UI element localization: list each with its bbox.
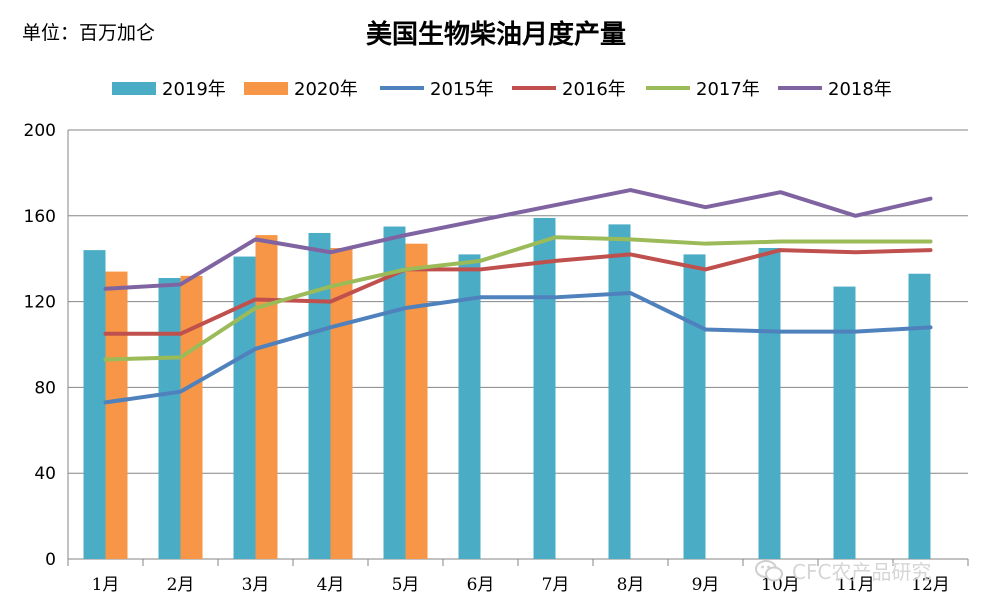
bar — [908, 273, 931, 559]
x-tick-label: 1月 — [92, 575, 120, 595]
unit-label: 单位：百万加仑 — [22, 22, 156, 44]
series-line — [103, 235, 933, 362]
y-tick-label: 160 — [24, 207, 56, 227]
bar — [180, 275, 203, 559]
bar — [83, 250, 106, 559]
legend-label: 2017年 — [696, 79, 760, 100]
y-tick-label: 120 — [24, 293, 56, 313]
bar — [158, 278, 181, 559]
legend-label: 2019年 — [162, 79, 226, 100]
bars — [83, 217, 931, 560]
bar — [533, 217, 556, 559]
x-tick-label: 8月 — [617, 575, 645, 595]
legend: 2019年 2020年 2015年 2016年 2017年 2018年 — [112, 79, 892, 100]
x-tick-label: 4月 — [317, 575, 345, 595]
watermark-text: CFC农产品研究 — [792, 560, 932, 584]
bar — [233, 256, 256, 559]
series-line — [103, 291, 933, 405]
legend-swatch — [244, 82, 288, 95]
legend-label: 2018年 — [828, 79, 892, 100]
x-tick-label: 5月 — [392, 575, 420, 595]
bar — [308, 232, 331, 559]
x-tick-label: 11月 — [836, 575, 875, 595]
legend-label: 2015年 — [430, 79, 494, 100]
bar — [758, 247, 781, 559]
legend-label: 2016年 — [562, 79, 626, 100]
watermark: CFC农产品研究 — [754, 556, 931, 585]
x-tick-label: 6月 — [467, 575, 495, 595]
bar — [105, 271, 128, 559]
wechat-icon — [755, 559, 783, 581]
bar — [405, 243, 428, 559]
chart-title: 美国生物柴油月度产量 — [365, 20, 626, 50]
x-tick-label: 9月 — [692, 575, 720, 595]
legend-label: 2020年 — [294, 79, 358, 100]
y-tick-label: 0 — [45, 550, 56, 570]
x-tick-label: 12月 — [911, 575, 950, 595]
bar — [833, 286, 856, 559]
bar — [683, 254, 706, 559]
legend-swatch — [112, 82, 156, 95]
y-tick-label: 80 — [34, 378, 56, 398]
y-tick-label: 200 — [24, 121, 56, 141]
x-tick-label: 7月 — [542, 575, 570, 595]
x-tick-labels: 1月 2月 3月 4月 5月 6月 7月 8月 9月 10月 11月 12月 — [92, 575, 950, 595]
bar — [458, 254, 481, 559]
series-line — [103, 188, 933, 291]
bar — [608, 224, 631, 559]
x-tick-label: 3月 — [242, 575, 270, 595]
lines — [103, 188, 933, 405]
x-tick-label: 2月 — [167, 575, 195, 595]
y-tick-label: 40 — [34, 464, 56, 484]
series-line — [103, 248, 933, 336]
bar — [255, 235, 278, 560]
